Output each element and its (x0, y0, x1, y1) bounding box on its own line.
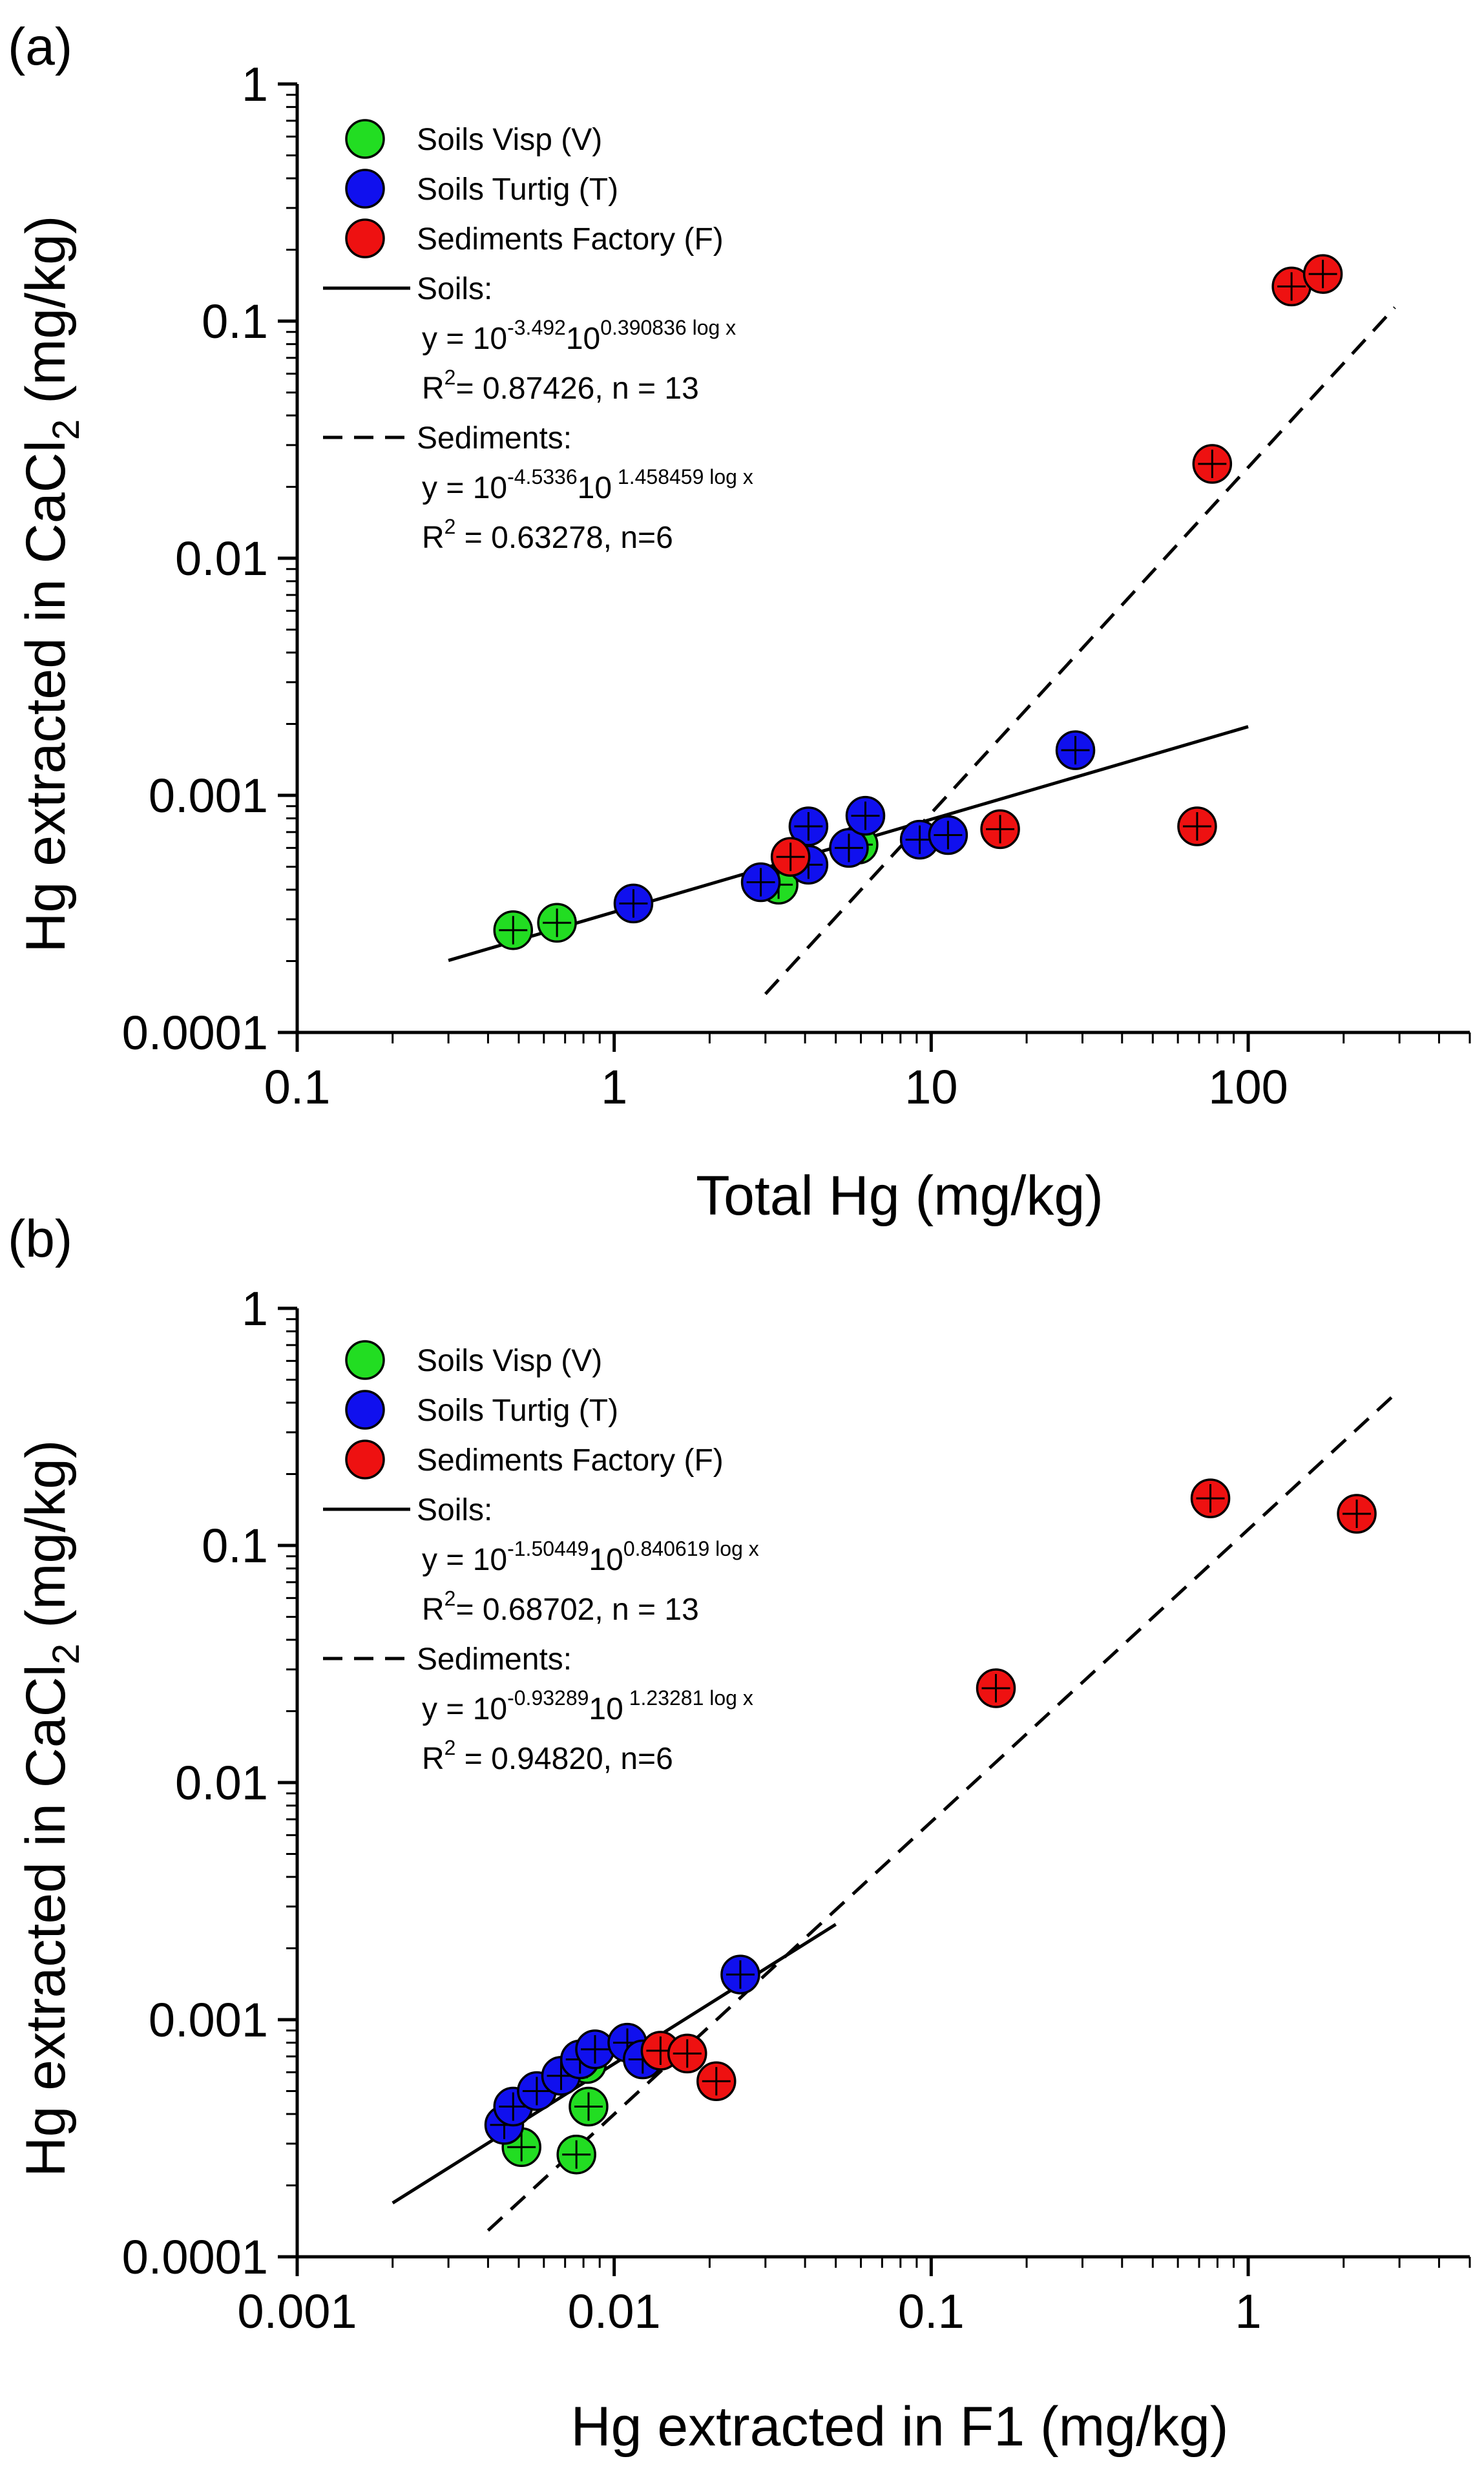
x-tick-label: 0.1 (898, 2285, 965, 2338)
y-tick-label: 0.1 (202, 1519, 268, 1573)
fit-r2: R2= 0.68702, n = 13 (422, 1587, 699, 1627)
y-axis-title: Hg extracted in CaCl2 (mg/kg) (15, 215, 87, 952)
x-axis-title: Total Hg (mg/kg) (696, 1165, 1103, 1227)
fit-r2: R2= 0.87426, n = 13 (422, 366, 699, 406)
x-tick-label: 100 (1208, 1060, 1288, 1114)
x-tick-label: 1 (601, 1060, 627, 1114)
legend-label: Soils: (417, 272, 492, 306)
legend-label: Soils: (417, 1493, 492, 1527)
fit-equation: y = 10-4.533610 1.458459 log x (422, 465, 753, 505)
x-tick-label: 0.01 (568, 2285, 661, 2338)
legend-marker (345, 1390, 385, 1430)
y-tick-label: 0.1 (202, 295, 268, 348)
y-axis-title: Hg extracted in CaCl2 (mg/kg) (15, 1439, 87, 2177)
x-tick-label: 10 (904, 1060, 957, 1114)
x-tick-label: 0.1 (264, 1060, 331, 1114)
legend-label: Soils Visp (V) (417, 1344, 602, 1378)
sediments-fit-line (486, 1388, 1401, 2232)
legend-label: Sediments Factory (F) (417, 222, 724, 256)
y-tick-label: 0.0001 (122, 1006, 268, 1060)
y-tick-label: 0.001 (149, 1993, 268, 2047)
soils-fit-line (392, 1923, 837, 2204)
y-tick-label: 1 (242, 1282, 268, 1335)
y-tick-label: 0.001 (149, 769, 268, 822)
legend-marker (345, 218, 385, 258)
legend-marker (345, 1340, 385, 1380)
legend-marker (345, 1439, 385, 1480)
legend-label: Soils Turtig (T) (417, 1394, 618, 1428)
legend-label: Sediments: (417, 1642, 572, 1677)
legend-label: Sediments: (417, 421, 572, 455)
y-tick-label: 0.01 (175, 532, 268, 585)
y-tick-label: 0.0001 (122, 2230, 268, 2284)
panel-label: (b) (8, 1209, 72, 1268)
fit-equation: y = 10-0.9328910 1.23281 log x (422, 1686, 753, 1726)
x-tick-label: 1 (1235, 2285, 1261, 2338)
y-tick-label: 0.01 (175, 1756, 268, 1810)
y-tick-label: 1 (242, 58, 268, 111)
fit-equation: y = 10-1.50449100.840619 log x (422, 1537, 759, 1577)
fit-r2: R2 = 0.63278, n=6 (422, 515, 673, 555)
legend-label: Sediments Factory (F) (417, 1443, 724, 1478)
panel-a: (a) 0.1 1 10 100 0.0001 0.001 0.01 0.1 1 Total Hg … (8, 17, 1471, 1227)
legend-marker (345, 119, 385, 159)
fit-equation: y = 10-3.492100.390836 log x (422, 316, 736, 356)
legend-label: Soils Visp (V) (417, 123, 602, 157)
fit-r2: R2 = 0.94820, n=6 (422, 1736, 673, 1776)
sediments-fit-line (764, 306, 1396, 996)
x-tick-label: 0.001 (237, 2285, 357, 2338)
legend-marker (345, 169, 385, 209)
panel-label: (a) (8, 17, 72, 76)
legend-label: Soils Turtig (T) (417, 173, 618, 207)
x-axis-title: Hg extracted in F1 (mg/kg) (570, 2396, 1228, 2458)
